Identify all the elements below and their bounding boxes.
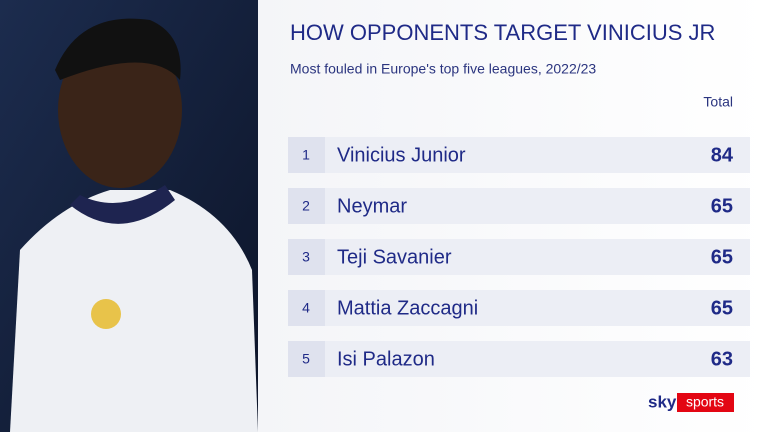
rank: 3 — [302, 249, 310, 265]
logo-box — [677, 393, 734, 412]
row-background — [288, 188, 750, 224]
rank-box — [288, 188, 325, 224]
row-background — [288, 137, 750, 173]
subtitle: Most fouled in Europe's top five leagues… — [290, 61, 596, 77]
player-name: Mattia Zaccagni — [337, 297, 478, 319]
title: HOW OPPONENTS TARGET VINICIUS JR — [290, 20, 715, 45]
rank: 4 — [302, 300, 310, 316]
rank-box — [288, 290, 325, 326]
column-header: Total — [703, 94, 733, 110]
rank: 2 — [302, 198, 310, 214]
photo — [0, 0, 258, 432]
total: 65 — [711, 195, 733, 217]
table: 1 Vinicius Junior 84 2 Neymar 65 3 Teji Savanie… — [288, 137, 750, 377]
row-background — [288, 341, 750, 377]
row-background — [288, 290, 750, 326]
player-name: Teji Savanier — [337, 246, 452, 268]
total: 63 — [711, 348, 733, 370]
total: 65 — [711, 297, 733, 319]
total: 84 — [711, 144, 734, 166]
player-name: Isi Palazon — [337, 348, 435, 370]
rank: 1 — [302, 147, 310, 163]
rank-box — [288, 137, 325, 173]
player-name: Vinicius Junior — [337, 144, 466, 166]
total: 65 — [711, 246, 733, 268]
rank-box — [288, 341, 325, 377]
logo: sky sports — [648, 392, 734, 412]
player-name: Neymar — [337, 195, 407, 217]
logo-product: sports — [686, 394, 724, 410]
logo-brand: sky — [648, 392, 677, 411]
row-background — [288, 239, 750, 275]
rank: 5 — [302, 351, 310, 367]
rank-box — [288, 239, 325, 275]
